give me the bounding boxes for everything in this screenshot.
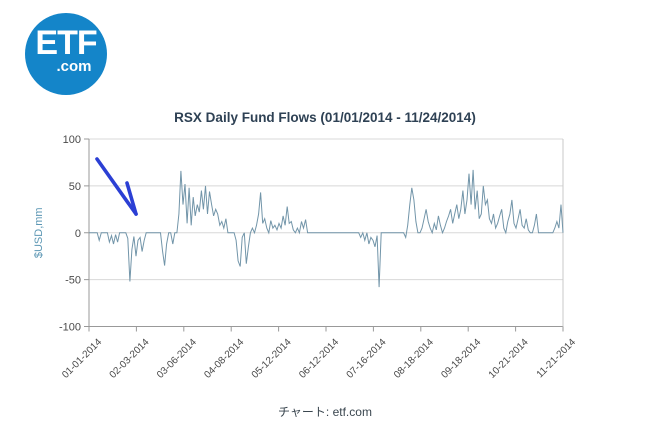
etf-logo-text: ETF (35, 24, 97, 62)
x-tick-label: 07-16-2014 (345, 337, 389, 381)
y-tick-label: 0 (75, 228, 81, 240)
chart-source-caption: チャート: etf.com (278, 405, 372, 419)
y-tick-label: -50 (65, 275, 81, 287)
chart-title: RSX Daily Fund Flows (01/01/2014 - 11/24… (174, 110, 476, 125)
x-tick-label: 10-21-2014 (487, 337, 531, 381)
fund-flow-line (89, 169, 564, 288)
x-tick-label: 11-21-2014 (535, 337, 579, 381)
y-tick-label: -100 (59, 322, 81, 334)
y-tick-label: 100 (63, 134, 81, 146)
x-tick-label: 01-01-2014 (60, 337, 104, 381)
x-tick-label: 04-08-2014 (202, 337, 246, 381)
etf-logo-suffix: .com (56, 58, 92, 76)
x-tick-label: 06-12-2014 (297, 337, 341, 381)
x-tick-label: 03-06-2014 (155, 337, 199, 381)
y-tick-label: 50 (69, 181, 81, 193)
x-tick-label: 09-18-2014 (439, 337, 483, 381)
x-tick-label: 02-03-2014 (108, 337, 152, 381)
arrow-annotation-barb (125, 181, 138, 216)
etf-logo[interactable]: ETF .com (25, 13, 107, 95)
x-tick-label: 05-12-2014 (250, 337, 294, 381)
arrow-annotation-shaft (95, 157, 138, 216)
y-axis-title: $USD,mm (33, 207, 45, 258)
x-tick-label: 08-18-2014 (392, 337, 436, 381)
